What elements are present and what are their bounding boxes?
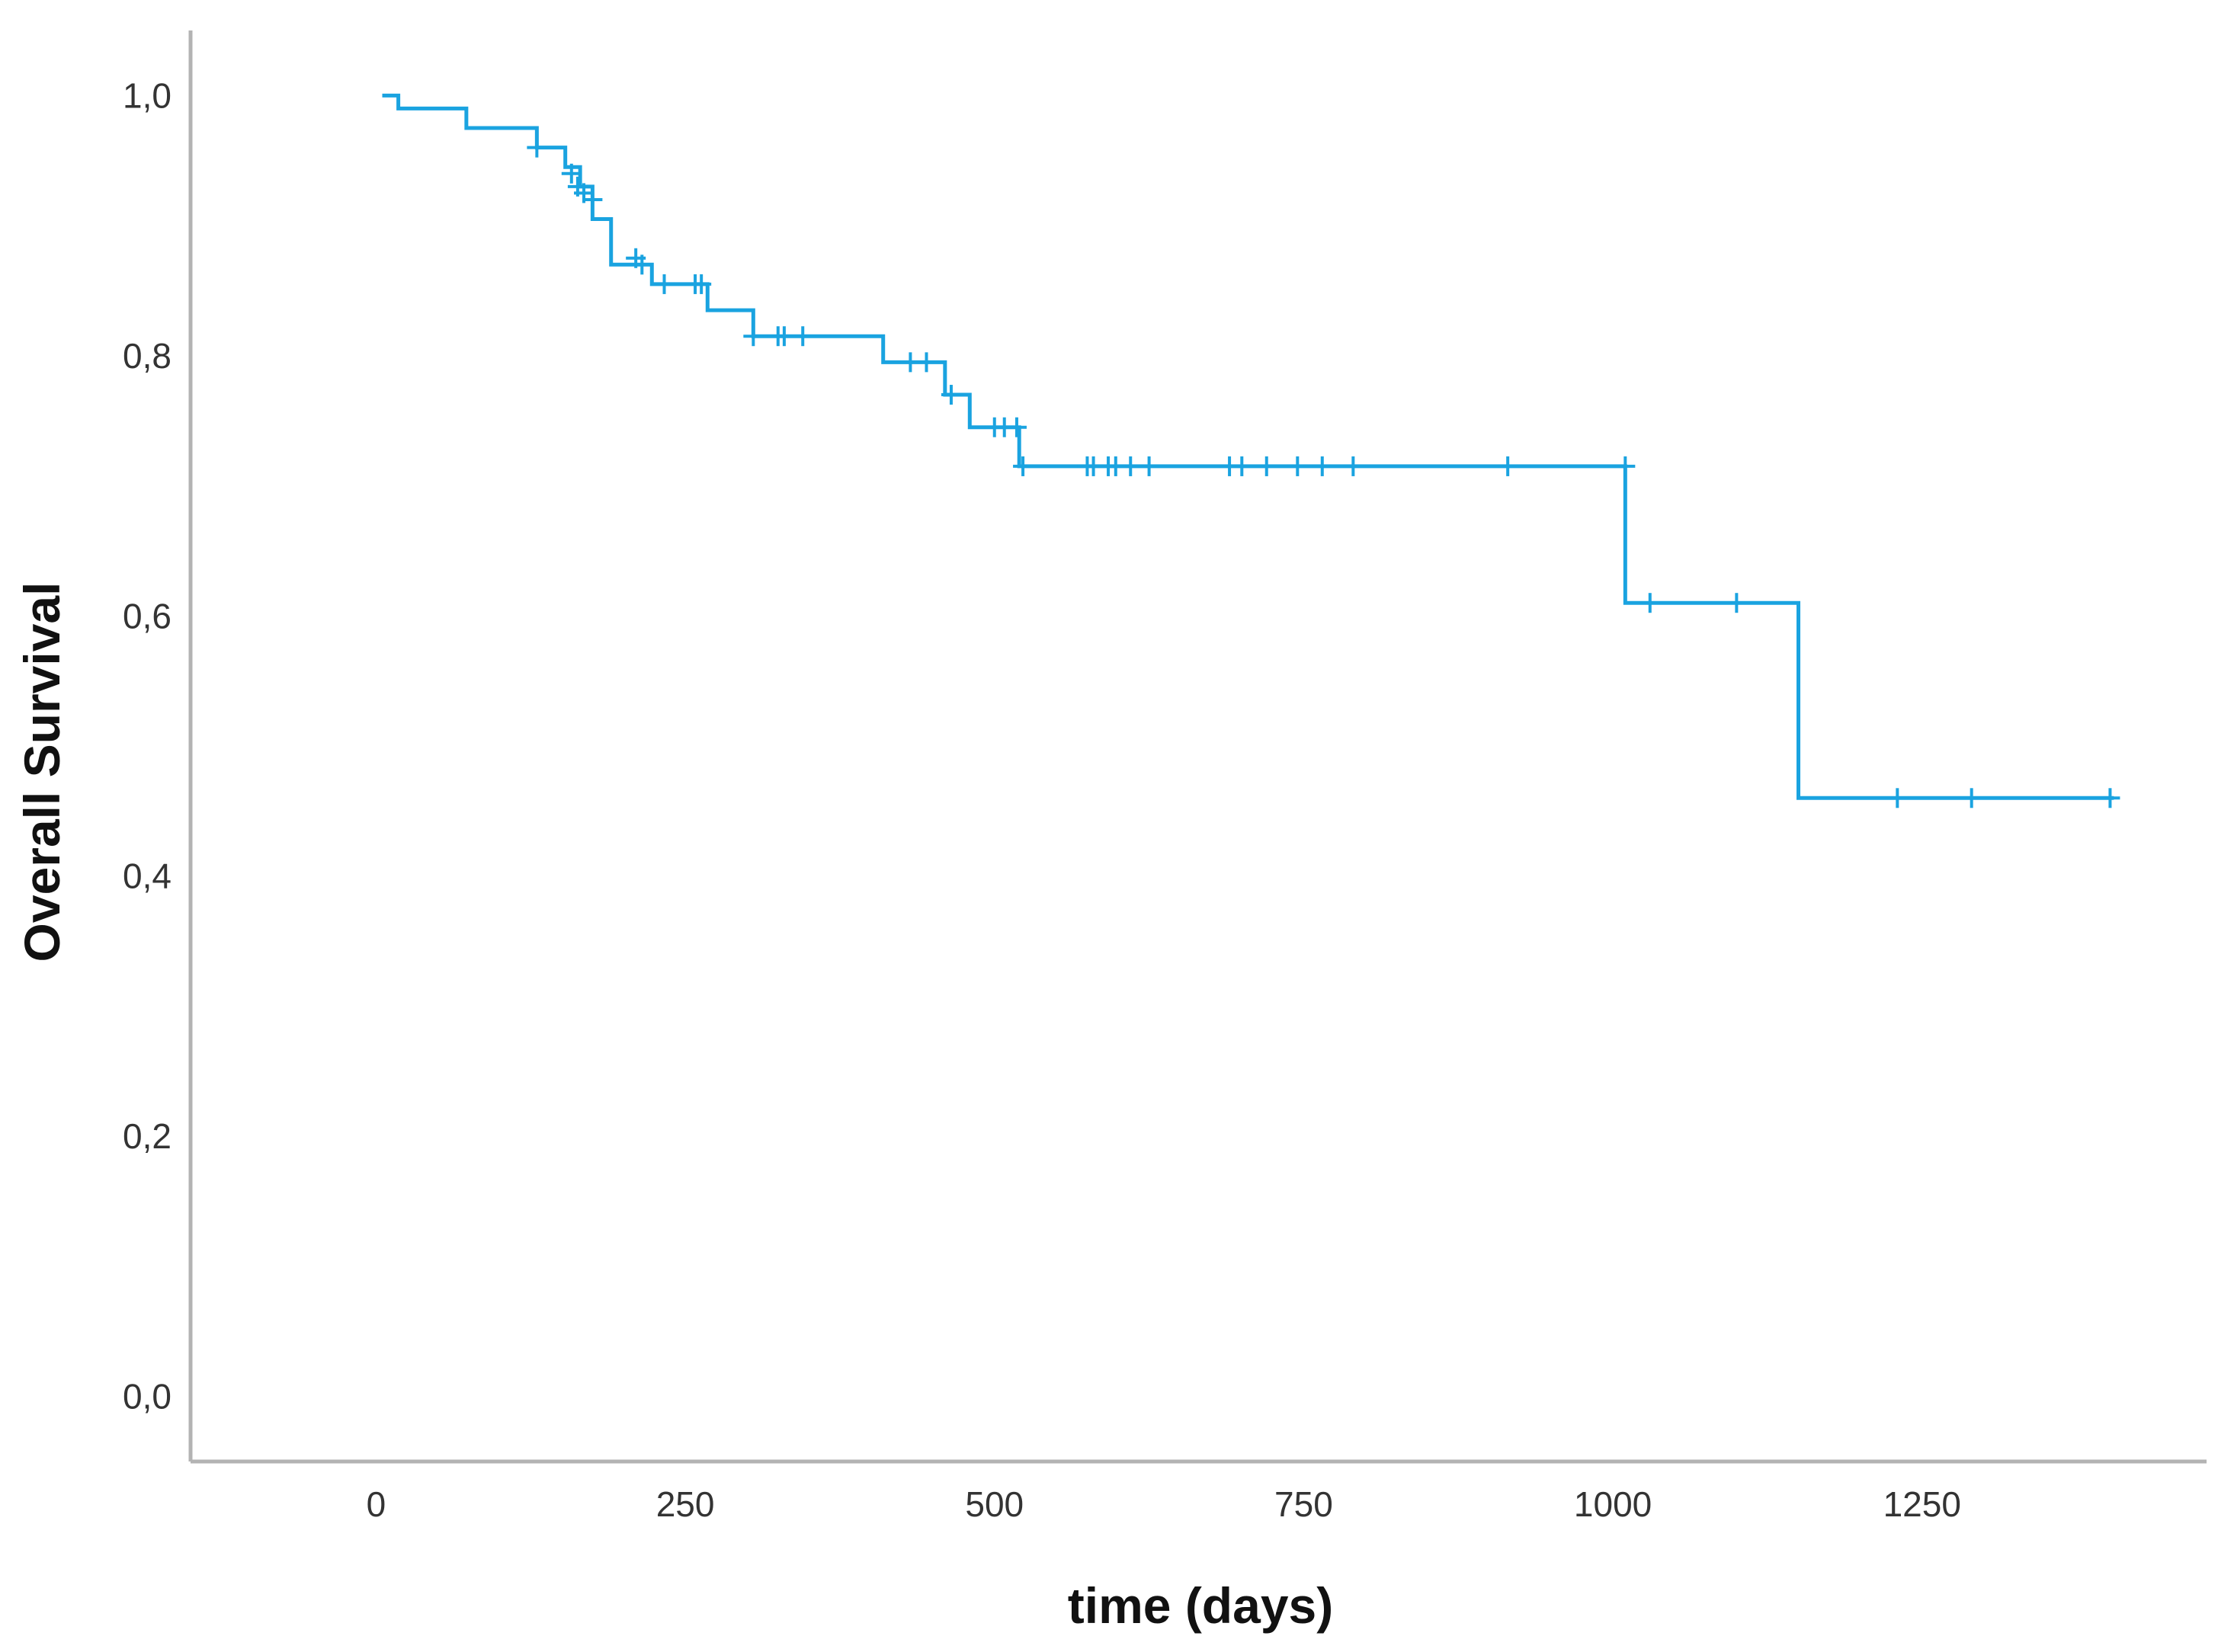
- y-ticks: 0,0 0,2 0,4 0,6 0,8 1,0: [123, 75, 171, 1416]
- censor-mark: [1013, 456, 1034, 476]
- y-tick-label: 1,0: [123, 75, 171, 115]
- censor-mark: [793, 326, 813, 347]
- series-group: [382, 93, 2120, 808]
- y-tick-label: 0,0: [123, 1377, 171, 1417]
- censor-mark: [1120, 456, 1141, 476]
- censor-mark: [1312, 456, 1332, 476]
- x-axis-label: time (days): [1068, 1577, 1333, 1634]
- censor-mark: [691, 274, 712, 294]
- censor-mark: [916, 352, 937, 373]
- x-tick-label: 500: [965, 1484, 1024, 1524]
- x-tick-label: 1250: [1883, 1484, 1961, 1524]
- y-tick-label: 0,8: [123, 336, 171, 376]
- censor-mark: [743, 326, 764, 347]
- censor-mark: [632, 255, 652, 275]
- y-tick-label: 0,2: [123, 1116, 171, 1156]
- survival-step-line: [382, 93, 2114, 800]
- censor-mark: [1287, 456, 1308, 476]
- censor-mark: [1006, 417, 1027, 437]
- x-ticks: 0 250 500 750 1000 1250: [367, 1484, 1961, 1524]
- censor-mark: [1256, 456, 1277, 476]
- censor-mark: [1498, 456, 1518, 476]
- censor-mark: [527, 137, 547, 158]
- x-tick-label: 1000: [1574, 1484, 1652, 1524]
- censor-mark: [1615, 456, 1636, 476]
- censor-mark: [654, 274, 675, 294]
- y-tick-label: 0,4: [123, 856, 171, 896]
- censor-mark: [1639, 593, 1660, 613]
- x-tick-label: 0: [367, 1484, 386, 1524]
- x-tick-label: 250: [656, 1484, 715, 1524]
- censor-mark: [1726, 593, 1747, 613]
- censor-mark: [1343, 456, 1364, 476]
- x-tick-label: 750: [1274, 1484, 1333, 1524]
- y-axis-label: Overall Survival: [14, 582, 70, 962]
- y-tick-label: 0,6: [123, 596, 171, 636]
- censor-mark: [1961, 788, 1982, 808]
- censor-mark: [1887, 788, 1908, 808]
- censor-mark: [561, 163, 582, 184]
- censor-mark: [2100, 788, 2120, 808]
- censor-mark: [774, 326, 794, 347]
- censor-mark: [1232, 456, 1252, 476]
- censor-mark: [582, 189, 603, 210]
- censor-mark: [941, 385, 961, 405]
- censor-mark: [1139, 456, 1159, 476]
- axes: [188, 30, 2207, 1464]
